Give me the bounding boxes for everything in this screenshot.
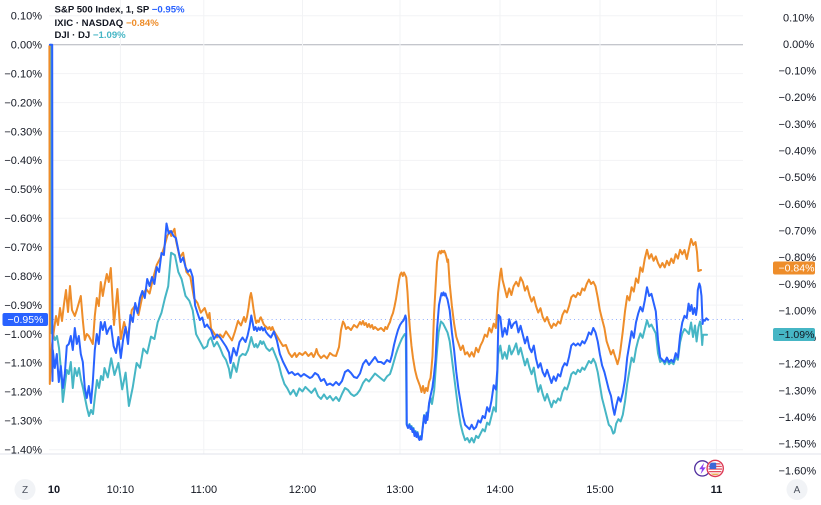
svg-text:S&P 500 Index, 1, SP −0.95%: S&P 500 Index, 1, SP −0.95% xyxy=(55,5,186,16)
svg-text:−0.60%: −0.60% xyxy=(779,199,817,211)
svg-text:13:00: 13:00 xyxy=(386,484,414,496)
svg-text:−0.95%: −0.95% xyxy=(8,314,44,326)
svg-text:0.00%: 0.00% xyxy=(783,39,814,51)
svg-text:11:00: 11:00 xyxy=(190,484,217,496)
svg-text:15:00: 15:00 xyxy=(586,484,614,496)
svg-text:−0.10%: −0.10% xyxy=(779,66,817,78)
svg-text:−0.90%: −0.90% xyxy=(779,279,817,291)
svg-text:−1.40%: −1.40% xyxy=(779,412,817,424)
svg-text:−1.30%: −1.30% xyxy=(779,385,817,397)
svg-text:11: 11 xyxy=(711,484,723,496)
svg-text:14:00: 14:00 xyxy=(486,484,514,496)
svg-text:0.10%: 0.10% xyxy=(11,11,42,23)
svg-text:DJI · DJ −1.09%: DJI · DJ −1.09% xyxy=(55,30,127,41)
svg-text:−0.40%: −0.40% xyxy=(4,155,42,167)
svg-text:−1.00%: −1.00% xyxy=(779,305,817,317)
svg-text:−0.10%: −0.10% xyxy=(4,68,42,80)
svg-text:−0.20%: −0.20% xyxy=(4,97,42,109)
svg-text:10:10: 10:10 xyxy=(107,484,135,496)
svg-text:−1.40%: −1.40% xyxy=(4,445,42,457)
svg-text:−1.20%: −1.20% xyxy=(779,359,817,371)
svg-text:−1.30%: −1.30% xyxy=(4,416,42,428)
svg-text:IXIC · NASDAQ −0.84%: IXIC · NASDAQ −0.84% xyxy=(55,18,160,29)
svg-text:Z: Z xyxy=(22,485,28,496)
svg-text:−1.60%: −1.60% xyxy=(779,465,817,477)
svg-text:−0.60%: −0.60% xyxy=(4,213,42,225)
svg-text:−0.50%: −0.50% xyxy=(779,172,817,184)
svg-text:−0.84%: −0.84% xyxy=(779,263,815,275)
svg-text:12:00: 12:00 xyxy=(289,484,317,496)
svg-text:−0.80%: −0.80% xyxy=(4,271,42,283)
svg-text:−0.70%: −0.70% xyxy=(4,242,42,254)
svg-text:A: A xyxy=(794,485,801,496)
svg-text:−0.50%: −0.50% xyxy=(4,184,42,196)
svg-text:−0.30%: −0.30% xyxy=(4,126,42,138)
svg-text:−0.70%: −0.70% xyxy=(779,226,817,238)
svg-text:−1.09%: −1.09% xyxy=(779,329,815,341)
svg-text:−1.10%: −1.10% xyxy=(4,358,42,370)
svg-text:−0.90%: −0.90% xyxy=(4,300,42,312)
svg-text:0.10%: 0.10% xyxy=(783,12,814,24)
svg-text:−0.20%: −0.20% xyxy=(779,92,817,104)
svg-text:0.00%: 0.00% xyxy=(11,40,42,52)
svg-text:−1.50%: −1.50% xyxy=(779,439,817,451)
svg-text:10: 10 xyxy=(48,484,60,496)
svg-text:−0.30%: −0.30% xyxy=(779,119,817,131)
svg-text:−1.20%: −1.20% xyxy=(4,387,42,399)
svg-text:−0.40%: −0.40% xyxy=(779,146,817,158)
svg-text:−1.00%: −1.00% xyxy=(4,329,42,341)
svg-text:−0.80%: −0.80% xyxy=(779,252,817,264)
